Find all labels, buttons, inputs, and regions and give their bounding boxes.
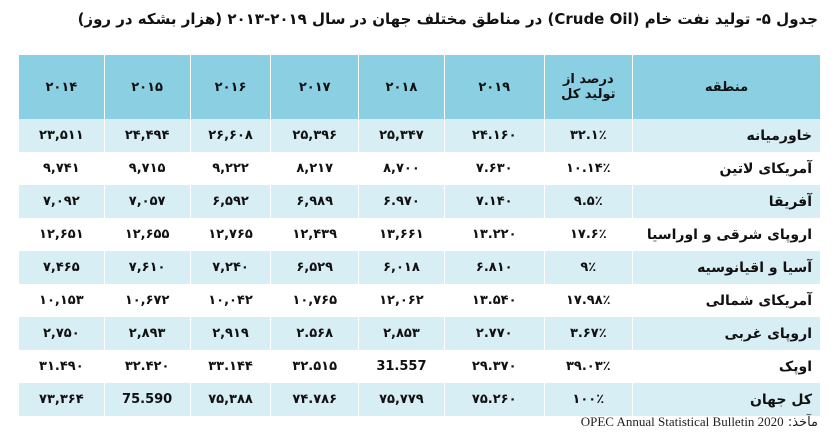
value-cell: ۲۵,۳۴۷ [357, 119, 445, 152]
value-cell: ۲,۷۵۰ [18, 317, 105, 350]
value-cell: ۱۳.۲۲۰ [443, 218, 545, 251]
value-cell: ۶,۹۸۹ [270, 185, 359, 218]
value-cell: ۱۰۰٪ [543, 383, 633, 416]
value-cell: ۷۵.۲۶۰ [443, 383, 545, 416]
value-cell: ۷۳,۳۶۴ [18, 383, 105, 416]
value-cell: ۱۲,۰۶۲ [357, 284, 445, 317]
table-row: اوپک ۳۹.۰۳٪ ۲۹.۳۷۰ 31.557 ۳۲.۵۱۵ ۳۳.۱۴۴ ۳۲.۴۲۰… [18, 350, 820, 383]
value-cell: ۷,۶۱۰ [103, 251, 191, 284]
value-cell: ۹٪ [543, 251, 633, 284]
value-cell: ۳۲.۱٪ [543, 119, 633, 152]
value-cell: ۱۰,۶۷۲ [103, 284, 191, 317]
region-cell: خاورمیانه [632, 119, 820, 152]
value-cell: ۷.۶۳۰ [443, 152, 545, 185]
source-text: OPEC Annual Statistical Bulletin 2020 [580, 414, 784, 429]
value-cell: ۱۲,۶۵۵ [103, 218, 191, 251]
value-cell: ۱۳,۶۶۱ [357, 218, 445, 251]
value-cell: ۲۵,۳۹۶ [270, 119, 359, 152]
region-cell: آمریکای شمالی [632, 284, 820, 317]
value-cell: ۲۴,۴۹۴ [103, 119, 191, 152]
source: مآخذ: OPEC Annual Statistical Bulletin 2… [581, 414, 818, 430]
value-cell: ۱۷.۶٪ [543, 218, 633, 251]
value-cell: ۷,۰۵۷ [103, 185, 191, 218]
data-table: منطقه درصد از تولید کل ۲۰۱۹ ۲۰۱۸ ۲۰۱۷ ۲۰۱۶ ۲۰۱… [18, 55, 820, 416]
header-cell: ۲۰۱۹ [443, 55, 545, 119]
region-cell: آفریقا [632, 185, 820, 218]
value-cell: ۷۴.۷۸۶ [270, 383, 359, 416]
value-cell: ۲۳,۵۱۱ [18, 119, 105, 152]
value-cell: ۲,۹۱۹ [189, 317, 271, 350]
value-cell: ۳۱.۴۹۰ [18, 350, 105, 383]
value-cell: ۸,۷۰۰ [357, 152, 445, 185]
table-row: آفریقا ۹.۵٪ ۷.۱۴۰ ۶.۹۷۰ ۶,۹۸۹ ۶,۵۹۲ ۷,۰۵۷ ۷,۰۹۲ [18, 185, 820, 218]
value-cell: ۸,۲۱۷ [270, 152, 359, 185]
value-cell: ۹,۷۴۱ [18, 152, 105, 185]
table-row: خاورمیانه ۳۲.۱٪ ۲۴.۱۶۰ ۲۵,۳۴۷ ۲۵,۳۹۶ ۲۶,۶۰۸ ۲۴… [18, 119, 820, 152]
value-cell: ۱۲,۶۵۱ [18, 218, 105, 251]
value-cell: ۷,۴۶۵ [18, 251, 105, 284]
table-title: جدول ۵- تولید نفت خام (Crude Oil) در منا… [77, 10, 818, 28]
value-cell: 31.557 [357, 350, 445, 383]
value-cell: ۷,۲۴۰ [189, 251, 271, 284]
header-cell: ۲۰۱۵ [103, 55, 191, 119]
value-cell: ۹.۵٪ [543, 185, 633, 218]
source-label: مآخذ: [787, 415, 818, 430]
value-cell: ۷.۱۴۰ [443, 185, 545, 218]
value-cell: ۲.۷۷۰ [443, 317, 545, 350]
value-cell: ۶.۸۱۰ [443, 251, 545, 284]
value-cell: ۳۹.۰۳٪ [543, 350, 633, 383]
table-row: آمریکای شمالی ۱۷.۹۸٪ ۱۳.۵۴۰ ۱۲,۰۶۲ ۱۰,۷۶۵ ۱۰,… [18, 284, 820, 317]
header-cell: ۲۰۱۸ [357, 55, 445, 119]
value-cell: ۱۰,۷۶۵ [270, 284, 359, 317]
header-cell: ۲۰۱۷ [270, 55, 359, 119]
header-cell: ۲۰۱۴ [18, 55, 105, 119]
value-cell: ۱۰.۱۴٪ [543, 152, 633, 185]
value-cell: ۱۳.۵۴۰ [443, 284, 545, 317]
region-cell: آمریکای لاتین [632, 152, 820, 185]
value-cell: ۷۵,۳۸۸ [189, 383, 271, 416]
table-row: آمریکای لاتین ۱۰.۱۴٪ ۷.۶۳۰ ۸,۷۰۰ ۸,۲۱۷ ۹,۲۲۲ ۹… [18, 152, 820, 185]
value-cell: ۶,۰۱۸ [357, 251, 445, 284]
header-cell: درصد از تولید کل [543, 55, 633, 119]
value-cell: ۳۲.۵۱۵ [270, 350, 359, 383]
value-cell: ۷,۰۹۲ [18, 185, 105, 218]
value-cell: ۹,۲۲۲ [189, 152, 271, 185]
value-cell: ۱۷.۹۸٪ [543, 284, 633, 317]
table-body: خاورمیانه ۳۲.۱٪ ۲۴.۱۶۰ ۲۵,۳۴۷ ۲۵,۳۹۶ ۲۶,۶۰۸ ۲۴… [18, 119, 820, 416]
region-cell: آسیا و اقیانوسیه [632, 251, 820, 284]
value-cell: ۳.۶۷٪ [543, 317, 633, 350]
value-cell: ۱۰,۱۵۳ [18, 284, 105, 317]
value-cell: ۲۹.۳۷۰ [443, 350, 545, 383]
header-row: منطقه درصد از تولید کل ۲۰۱۹ ۲۰۱۸ ۲۰۱۷ ۲۰۱۶ ۲۰۱… [18, 55, 820, 119]
value-cell: ۲,۸۹۳ [103, 317, 191, 350]
table-row: آسیا و اقیانوسیه ۹٪ ۶.۸۱۰ ۶,۰۱۸ ۶,۵۲۹ ۷,۲۴۰ ۷,… [18, 251, 820, 284]
value-cell: ۶.۹۷۰ [357, 185, 445, 218]
value-cell: ۲۴.۱۶۰ [443, 119, 545, 152]
value-cell: ۳۲.۴۲۰ [103, 350, 191, 383]
value-cell: ۶,۵۲۹ [270, 251, 359, 284]
region-cell: اوپک [632, 350, 820, 383]
region-cell: اروپای شرقی و اوراسیا [632, 218, 820, 251]
region-cell: اروپای غربی [632, 317, 820, 350]
region-cell: کل جهان [632, 383, 820, 416]
value-cell: ۷۵,۷۷۹ [357, 383, 445, 416]
value-cell: ۶,۵۹۲ [189, 185, 271, 218]
value-cell: ۱۰,۰۴۲ [189, 284, 271, 317]
value-cell: ۱۲,۷۶۵ [189, 218, 271, 251]
value-cell: ۲۶,۶۰۸ [189, 119, 271, 152]
table-row: اروپای غربی ۳.۶۷٪ ۲.۷۷۰ ۲,۸۵۳ ۲.۵۶۸ ۲,۹۱۹ ۲,۸۹… [18, 317, 820, 350]
value-cell: ۱۲,۴۳۹ [270, 218, 359, 251]
header-cell: منطقه [632, 55, 820, 119]
value-cell: ۳۳.۱۴۴ [189, 350, 271, 383]
value-cell: ۲.۵۶۸ [270, 317, 359, 350]
value-cell: 75.590 [103, 383, 191, 416]
header-cell: ۲۰۱۶ [189, 55, 271, 119]
table-row: کل جهان ۱۰۰٪ ۷۵.۲۶۰ ۷۵,۷۷۹ ۷۴.۷۸۶ ۷۵,۳۸۸ 75.59… [18, 383, 820, 416]
value-cell: ۹,۷۱۵ [103, 152, 191, 185]
value-cell: ۲,۸۵۳ [357, 317, 445, 350]
table-row: اروپای شرقی و اوراسیا ۱۷.۶٪ ۱۳.۲۲۰ ۱۳,۶۶۱ ۱۲… [18, 218, 820, 251]
